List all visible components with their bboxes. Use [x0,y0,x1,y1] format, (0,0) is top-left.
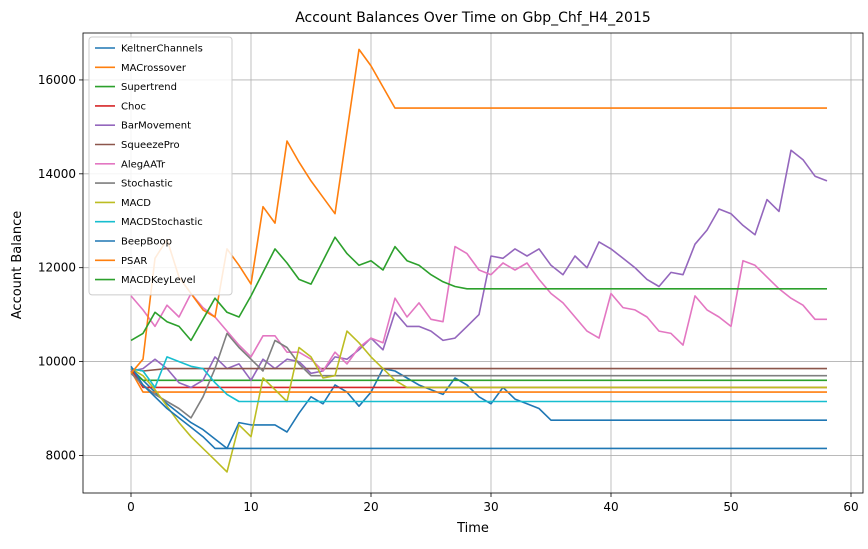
x-tick-label: 10 [243,500,258,514]
y-tick-label: 14000 [38,167,76,181]
legend-label: Stochastic [121,179,173,190]
x-tick-label: 20 [363,500,378,514]
series-line-macrossover [130,370,827,393]
x-tick-label: 40 [603,500,618,514]
series-line-bar-movement [130,149,828,389]
series-line-beep-boop [130,365,827,450]
legend-label: KeltnerChannels [121,44,203,55]
series-line-psar [130,48,827,374]
series-line-macdstochastic [130,356,827,403]
x-tick-label: 60 [843,500,858,514]
x-tick-label: 0 [127,500,135,514]
legend-label: PSAR [121,256,147,267]
series-line-macd [130,330,827,473]
legend-label: AlegAATr [121,159,166,170]
x-tick-label: 50 [723,500,738,514]
y-tick-label: 12000 [38,261,76,275]
legend: KeltnerChannels MACrossover Supertrend Choc… [88,36,233,296]
series-line-aleg-aatr [130,245,827,372]
series-lines [130,48,828,473]
axis-ticks: 0 10 20 30 40 50 60 8000 10000 12000 14000 16000 [38,73,859,514]
series-line-choc [130,368,827,389]
legend-label: SqueezePro [121,140,180,151]
plot-area-frame [82,32,864,494]
y-tick-label: 16000 [38,73,76,87]
legend-label: MACrossover [121,63,187,74]
y-tick-label: 10000 [38,355,76,369]
chart-title: Account Balances Over Time on Gbp_Chf_H4… [295,10,651,26]
legend-label: Supertrend [121,82,177,93]
legend-label: Choc [121,101,146,112]
series-line-macdkey-level [130,236,827,342]
y-axis-label: Account Balance [10,211,25,319]
x-axis-label: Time [456,521,489,536]
legend-label: BarMovement [121,121,191,132]
x-tick-label: 30 [483,500,498,514]
legend-label: MACDKeyLevel [121,275,196,286]
y-tick-label: 8000 [45,448,76,462]
legend-box [88,36,233,296]
series-line-stochastic [130,332,827,419]
series-line-squeeze-pro [130,367,827,372]
legend-label: BeepBoop [121,237,172,248]
legend-label: MACD [121,198,151,209]
legend-label: MACDStochastic [121,217,203,228]
